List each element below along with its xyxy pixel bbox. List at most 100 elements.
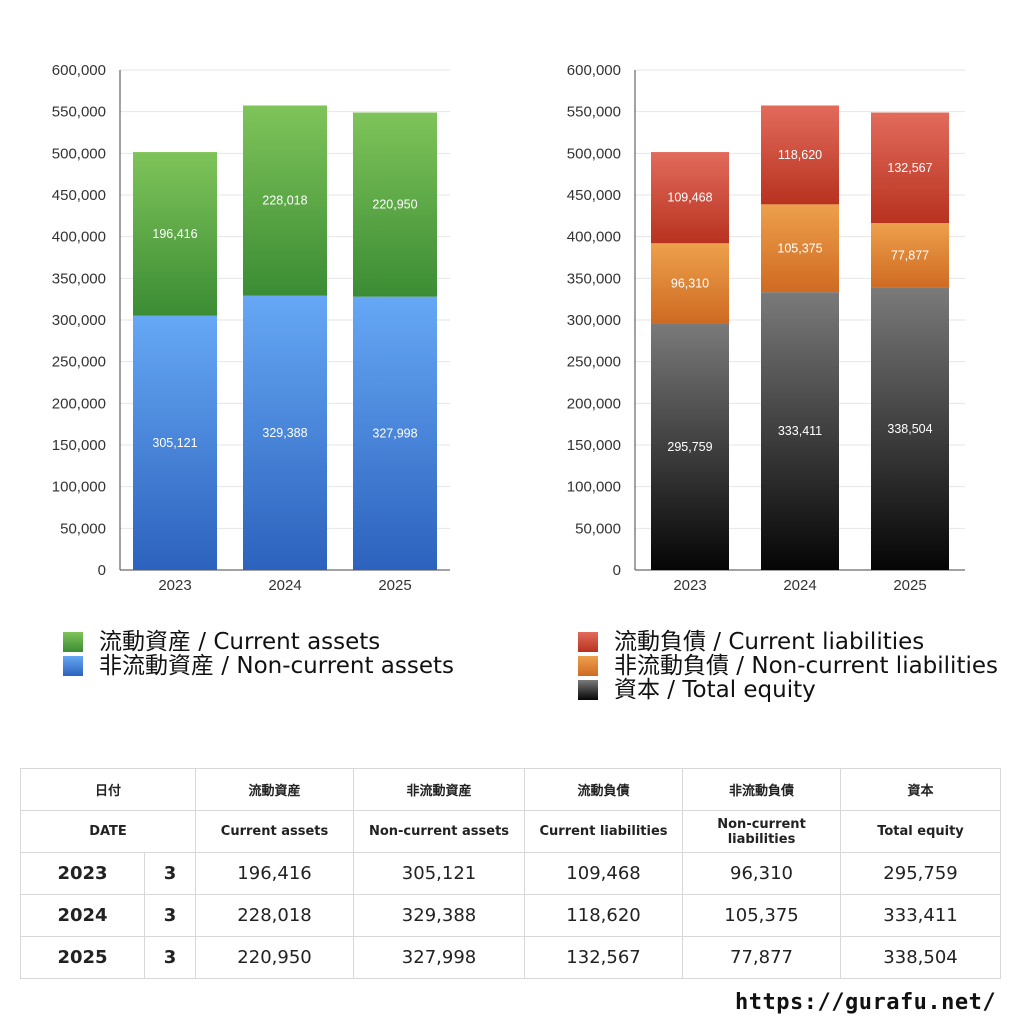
bar-segment bbox=[651, 152, 729, 244]
financial-data-table: 日付 流動資産 非流動資産 流動負債 非流動負債 資本 DATE Current… bbox=[19, 768, 1002, 979]
row-year: 2025 bbox=[20, 936, 145, 979]
liabilities-legend: 流動負債 / Current liabilities 非流動負債 / Non-c… bbox=[578, 630, 998, 702]
cell-current-assets: 228,018 bbox=[195, 894, 355, 937]
bar-segment bbox=[353, 296, 437, 570]
table-row: 2025 3 220,950 327,998 132,567 77,877 33… bbox=[20, 936, 1002, 979]
header-non-current-liabilities-en: Non-current liabilities bbox=[682, 810, 842, 853]
y-tick-label: 350,000 bbox=[52, 270, 106, 287]
cell-total-equity: 333,411 bbox=[840, 894, 1002, 937]
legend-label: 流動資産 / Current assets bbox=[99, 629, 381, 655]
cell-non-current-assets: 327,998 bbox=[353, 936, 526, 979]
y-tick-label: 550,000 bbox=[52, 104, 106, 121]
cell-total-equity: 338,504 bbox=[840, 936, 1002, 979]
header-date-en: DATE bbox=[19, 810, 197, 853]
table-header-en: DATE Current assets Non-current assets C… bbox=[19, 810, 1002, 853]
header-non-current-liabilities-jp: 非流動負債 bbox=[682, 768, 842, 811]
cell-non-current-liabilities: 77,877 bbox=[682, 936, 842, 979]
legend-item-total-equity: 資本 / Total equity bbox=[578, 678, 998, 702]
bar-segment bbox=[761, 204, 839, 293]
data-label: 338,504 bbox=[887, 422, 932, 436]
header-current-liabilities-jp: 流動負債 bbox=[524, 768, 684, 811]
cell-non-current-liabilities: 96,310 bbox=[682, 852, 842, 895]
row-year: 2023 bbox=[20, 852, 145, 895]
row-month: 3 bbox=[143, 936, 197, 979]
legend-swatch bbox=[63, 632, 83, 652]
y-tick-label: 0 bbox=[98, 562, 106, 579]
table-row: 2024 3 228,018 329,388 118,620 105,375 3… bbox=[20, 894, 1002, 937]
y-tick-label: 600,000 bbox=[567, 62, 621, 79]
data-label: 96,310 bbox=[671, 276, 709, 290]
bar-segment bbox=[871, 287, 949, 570]
data-label: 329,388 bbox=[262, 426, 307, 440]
liabilities-equity-chart: 0 50,000 100,000 150,000 200,000 250,000 300,0… bbox=[567, 62, 965, 594]
legend-item-current-assets: 流動資産 / Current assets bbox=[63, 630, 454, 654]
x-tick-label: 2025 bbox=[893, 577, 926, 594]
data-label: 295,759 bbox=[667, 440, 712, 454]
data-label: 220,950 bbox=[372, 198, 417, 212]
header-date-jp: 日付 bbox=[19, 768, 197, 811]
y-tick-label: 0 bbox=[613, 562, 621, 579]
table-header-jp: 日付 流動資産 非流動資産 流動負債 非流動負債 資本 bbox=[19, 768, 1002, 811]
y-tick-label: 100,000 bbox=[567, 479, 621, 496]
data-label: 105,375 bbox=[777, 241, 822, 255]
bar-segment bbox=[651, 323, 729, 570]
cell-current-liabilities: 109,468 bbox=[524, 852, 684, 895]
data-label: 333,411 bbox=[778, 424, 822, 438]
x-tick-label: 2023 bbox=[673, 577, 706, 594]
charts-canvas: 0 50,000 100,000 150,000 200,000 250,000 300,0… bbox=[52, 62, 965, 594]
bar-segment bbox=[133, 315, 217, 570]
cell-current-assets: 220,950 bbox=[195, 936, 355, 979]
cell-total-equity: 295,759 bbox=[840, 852, 1002, 895]
data-label: 109,468 bbox=[667, 191, 712, 205]
x-tick-label: 2024 bbox=[783, 577, 816, 594]
y-tick-label: 50,000 bbox=[575, 520, 621, 537]
legend-swatch bbox=[63, 656, 83, 676]
cell-non-current-assets: 305,121 bbox=[353, 852, 526, 895]
data-label: 228,018 bbox=[262, 194, 307, 208]
legend-swatch bbox=[578, 680, 598, 700]
header-total-equity-jp: 資本 bbox=[840, 768, 1002, 811]
y-tick-label: 200,000 bbox=[52, 395, 106, 412]
x-tick-label: 2025 bbox=[378, 577, 411, 594]
x-tick-label: 2023 bbox=[158, 577, 191, 594]
y-tick-label: 450,000 bbox=[567, 187, 621, 204]
y-tick-label: 150,000 bbox=[567, 437, 621, 454]
bar-segment bbox=[761, 105, 839, 205]
legend-swatch bbox=[578, 656, 598, 676]
header-total-equity-en: Total equity bbox=[840, 810, 1002, 853]
x-tick-label: 2024 bbox=[268, 577, 301, 594]
legend-swatch bbox=[578, 632, 598, 652]
y-tick-label: 300,000 bbox=[567, 312, 621, 329]
y-tick-label: 400,000 bbox=[567, 229, 621, 246]
y-tick-label: 300,000 bbox=[52, 312, 106, 329]
data-label: 327,998 bbox=[372, 426, 417, 440]
y-tick-label: 400,000 bbox=[52, 229, 106, 246]
header-current-liabilities-en: Current liabilities bbox=[524, 810, 684, 853]
bar-segment bbox=[871, 112, 949, 224]
y-tick-label: 350,000 bbox=[567, 270, 621, 287]
y-tick-label: 150,000 bbox=[52, 437, 106, 454]
bar-segment bbox=[761, 292, 839, 570]
y-tick-label: 600,000 bbox=[52, 62, 106, 79]
cell-current-liabilities: 118,620 bbox=[524, 894, 684, 937]
header-non-current-assets-jp: 非流動資産 bbox=[353, 768, 526, 811]
table-row: 2023 3 196,416 305,121 109,468 96,310 29… bbox=[20, 852, 1002, 895]
header-current-assets-jp: 流動資産 bbox=[195, 768, 355, 811]
y-tick-label: 450,000 bbox=[52, 187, 106, 204]
y-tick-label: 100,000 bbox=[52, 479, 106, 496]
bar-segment bbox=[243, 295, 327, 570]
legend-item-current-liabilities: 流動負債 / Current liabilities bbox=[578, 630, 998, 654]
assets-chart: 0 50,000 100,000 150,000 200,000 250,000 300,0… bbox=[52, 62, 450, 594]
y-tick-label: 250,000 bbox=[52, 354, 106, 371]
legend-item-non-current-assets: 非流動資産 / Non-current assets bbox=[63, 654, 454, 678]
y-tick-label: 200,000 bbox=[567, 395, 621, 412]
cell-non-current-assets: 329,388 bbox=[353, 894, 526, 937]
bar-segment bbox=[353, 112, 437, 297]
row-month: 3 bbox=[143, 894, 197, 937]
legend-item-non-current-liabilities: 非流動負債 / Non-current liabilities bbox=[578, 654, 998, 678]
cell-non-current-liabilities: 105,375 bbox=[682, 894, 842, 937]
bar-segment bbox=[133, 152, 217, 316]
bar-segment bbox=[243, 105, 327, 296]
header-non-current-assets-en: Non-current assets bbox=[353, 810, 526, 853]
y-tick-label: 500,000 bbox=[567, 145, 621, 162]
